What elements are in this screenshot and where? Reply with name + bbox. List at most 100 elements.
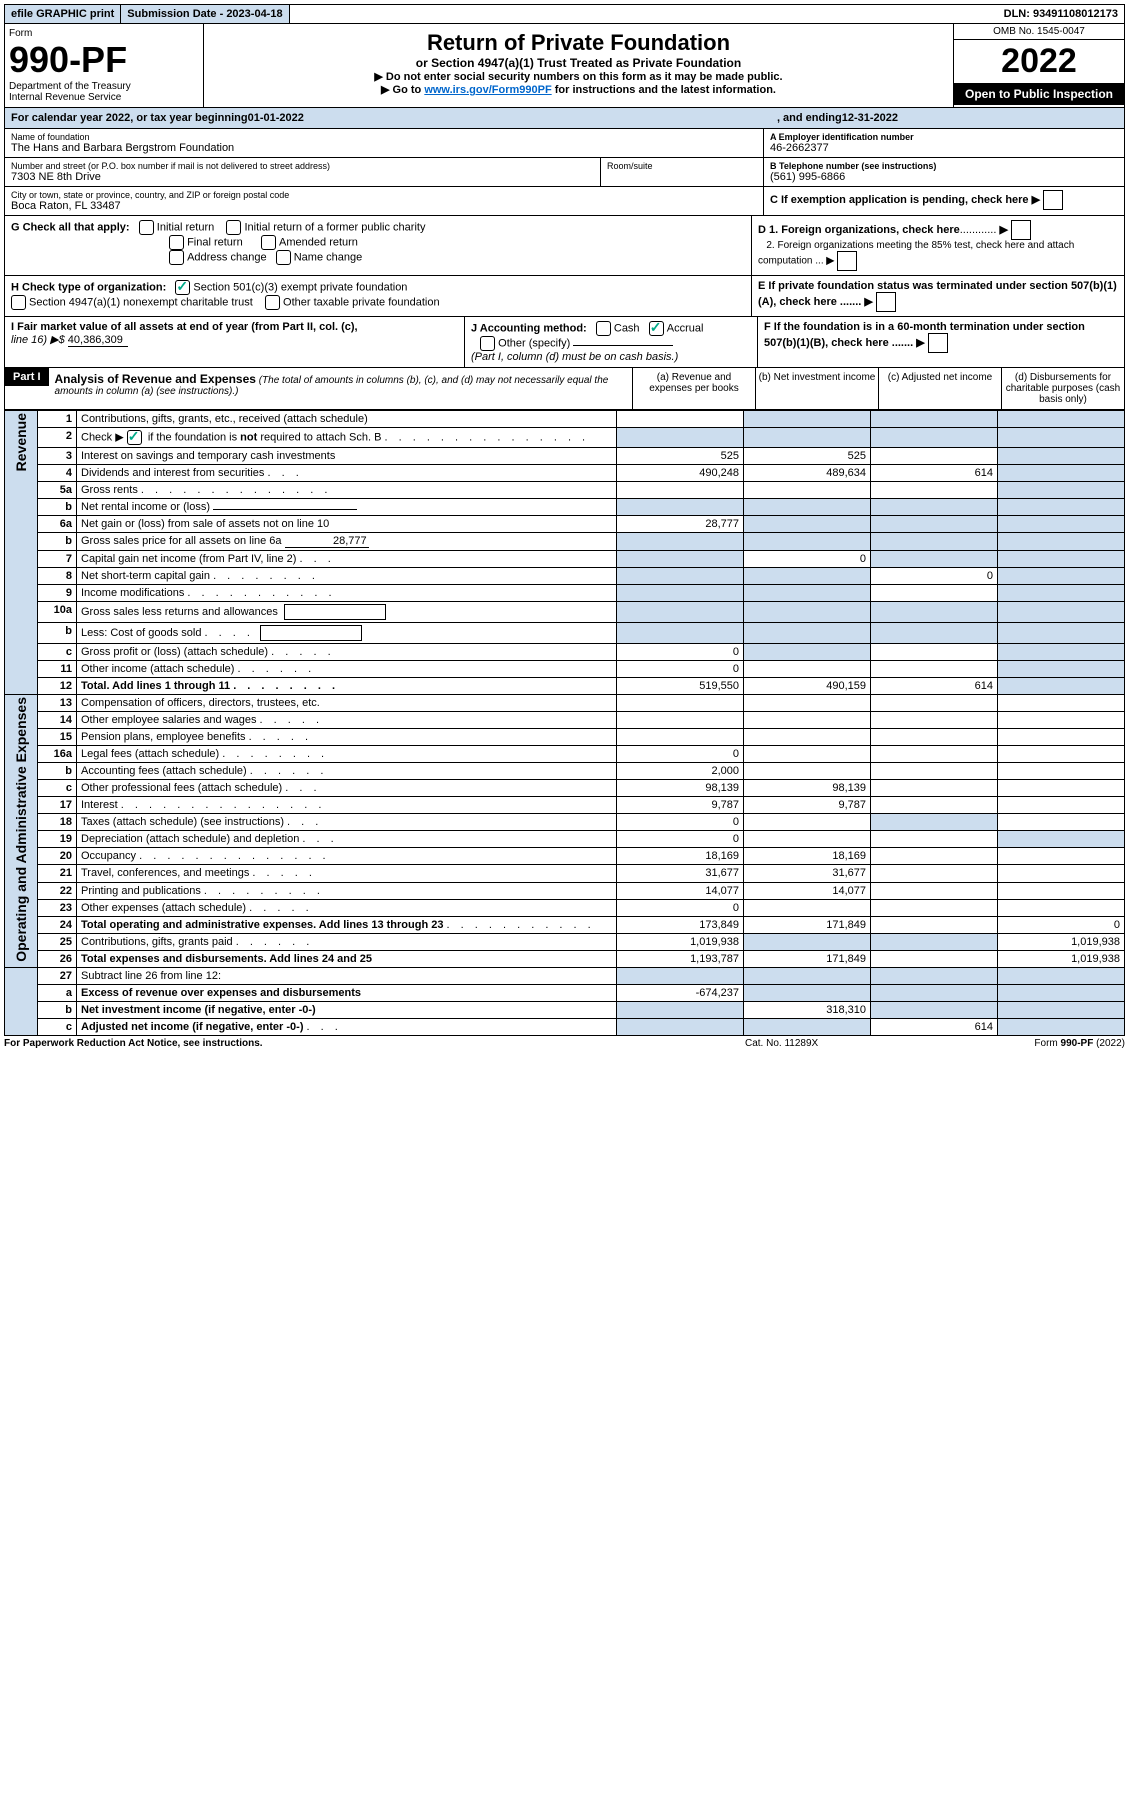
line-20: Occupancy . . . . . . . . . . . . . . [77,848,617,865]
amt-16cb: 98,139 [744,780,871,797]
line-24: Total operating and administrative expen… [77,916,617,933]
f-checkbox[interactable] [928,333,948,353]
j-label: J Accounting method: [471,322,587,334]
phone-label: B Telephone number (see instructions) [770,161,1118,171]
form-header: Form 990-PF Department of the Treasury I… [4,24,1125,108]
expenses-side-label: Operating and Administrative Expenses [13,697,29,962]
initial-return-checkbox[interactable] [139,220,154,235]
accrual-checkbox[interactable] [649,321,664,336]
submission-date: Submission Date - 2023-04-18 [121,5,289,23]
city-state-zip: Boca Raton, FL 33487 [11,200,757,212]
amended-return-checkbox[interactable] [261,235,276,250]
amt-26b: 171,849 [744,950,871,967]
line-7: Capital gain net income (from Part IV, l… [77,551,617,568]
d1-label: D 1. Foreign organizations, check here [758,224,960,236]
line-2: Check ▶ if the foundation is not require… [77,428,617,448]
line-27c: Adjusted net income (if negative, enter … [77,1018,617,1035]
part1-label: Part I [5,368,49,386]
g-label: G Check all that apply: [11,221,130,233]
line-13: Compensation of officers, directors, tru… [77,695,617,712]
line-18: Taxes (attach schedule) (see instruction… [77,814,617,831]
amt-16a: 0 [617,746,744,763]
h-label: H Check type of organization: [11,281,166,293]
line-26: Total expenses and disbursements. Add li… [77,950,617,967]
amt-26d: 1,019,938 [998,950,1125,967]
fmv-value: 40,386,309 [68,334,128,347]
amt-25a: 1,019,938 [617,933,744,950]
efile-print-button[interactable]: efile GRAPHIC print [5,5,121,23]
amt-24d: 0 [998,916,1125,933]
f-label: F If the foundation is in a 60-month ter… [764,321,1085,349]
addr-label: Number and street (or P.O. box number if… [11,161,600,171]
amt-25d: 1,019,938 [998,933,1125,950]
form-title: Return of Private Foundation [210,30,947,56]
amt-3a: 525 [617,448,744,465]
other-taxable-checkbox[interactable] [265,295,280,310]
dept-1: Department of the Treasury [9,81,199,92]
i-label: I Fair market value of all assets at end… [11,321,358,333]
amt-6b-inline: 28,777 [285,535,369,548]
part1-title: Analysis of Revenue and Expenses [55,372,256,386]
address-change-checkbox[interactable] [169,250,184,265]
d1-checkbox[interactable] [1011,220,1031,240]
room-label: Room/suite [607,161,757,171]
line-25: Contributions, gifts, grants paid . . . … [77,933,617,950]
cash-checkbox[interactable] [596,321,611,336]
amt-19a: 0 [617,831,744,848]
line-23: Other expenses (attach schedule) . . . .… [77,899,617,916]
form-note-2: ▶ Go to www.irs.gov/Form990PF for instru… [210,83,947,96]
amt-10c: 0 [617,644,744,661]
footer-mid: Cat. No. 11289X [745,1038,945,1049]
other-method-checkbox[interactable] [480,336,495,351]
line-15: Pension plans, employee benefits . . . .… [77,729,617,746]
d2-checkbox[interactable] [837,251,857,271]
amt-17b: 9,787 [744,797,871,814]
c-checkbox[interactable] [1043,190,1063,210]
name-change-checkbox[interactable] [276,250,291,265]
amt-27c: 614 [871,1018,998,1035]
ein-label: A Employer identification number [770,132,1118,142]
e-checkbox[interactable] [876,292,896,312]
footer-left: For Paperwork Reduction Act Notice, see … [4,1038,745,1049]
ij-row: I Fair market value of all assets at end… [4,317,1125,368]
tax-year: 2022 [954,40,1124,83]
line-27a: Excess of revenue over expenses and disb… [77,984,617,1001]
line-1: Contributions, gifts, grants, etc., rece… [77,411,617,428]
line-11: Other income (attach schedule) . . . . .… [77,661,617,678]
amt-21b: 31,677 [744,865,871,882]
part1-header-row: Part I Analysis of Revenue and Expenses … [4,368,1125,410]
open-to-public: Open to Public Inspection [954,83,1124,105]
amt-17a: 9,787 [617,797,744,814]
sch-b-checkbox[interactable] [127,430,142,445]
line-9: Income modifications . . . . . . . . . .… [77,585,617,602]
line-22: Printing and publications . . . . . . . … [77,882,617,899]
instructions-link[interactable]: www.irs.gov/Form990PF [424,84,551,96]
form-number: 990-PF [9,39,199,81]
501c3-checkbox[interactable] [175,280,190,295]
dln: DLN: 93491108012173 [998,5,1124,23]
line-16a: Legal fees (attach schedule) . . . . . .… [77,746,617,763]
amt-12c: 614 [871,678,998,695]
h-row: H Check type of organization: Section 50… [4,276,1125,317]
amt-16ca: 98,139 [617,780,744,797]
4947-checkbox[interactable] [11,295,26,310]
c-label: C If exemption application is pending, c… [770,194,1029,206]
line-6b: Gross sales price for all assets on line… [77,533,617,551]
initial-former-checkbox[interactable] [226,220,241,235]
final-return-checkbox[interactable] [169,235,184,250]
line-3: Interest on savings and temporary cash i… [77,448,617,465]
revenue-side-label: Revenue [13,413,29,471]
amt-4a: 490,248 [617,465,744,482]
line-19: Depreciation (attach schedule) and deple… [77,831,617,848]
footer-right: Form 990-PF (2022) [945,1038,1125,1049]
amt-4b: 489,634 [744,465,871,482]
amt-24b: 171,849 [744,916,871,933]
form-subtitle: or Section 4947(a)(1) Trust Treated as P… [210,56,947,70]
name-label: Name of foundation [11,132,757,142]
amt-22a: 14,077 [617,882,744,899]
col-c-header: (c) Adjusted net income [878,368,1001,409]
col-d-header: (d) Disbursements for charitable purpose… [1001,368,1124,409]
amt-21a: 31,677 [617,865,744,882]
line-5b: Net rental income or (loss) [77,499,617,516]
form-note-1: ▶ Do not enter social security numbers o… [210,70,947,83]
